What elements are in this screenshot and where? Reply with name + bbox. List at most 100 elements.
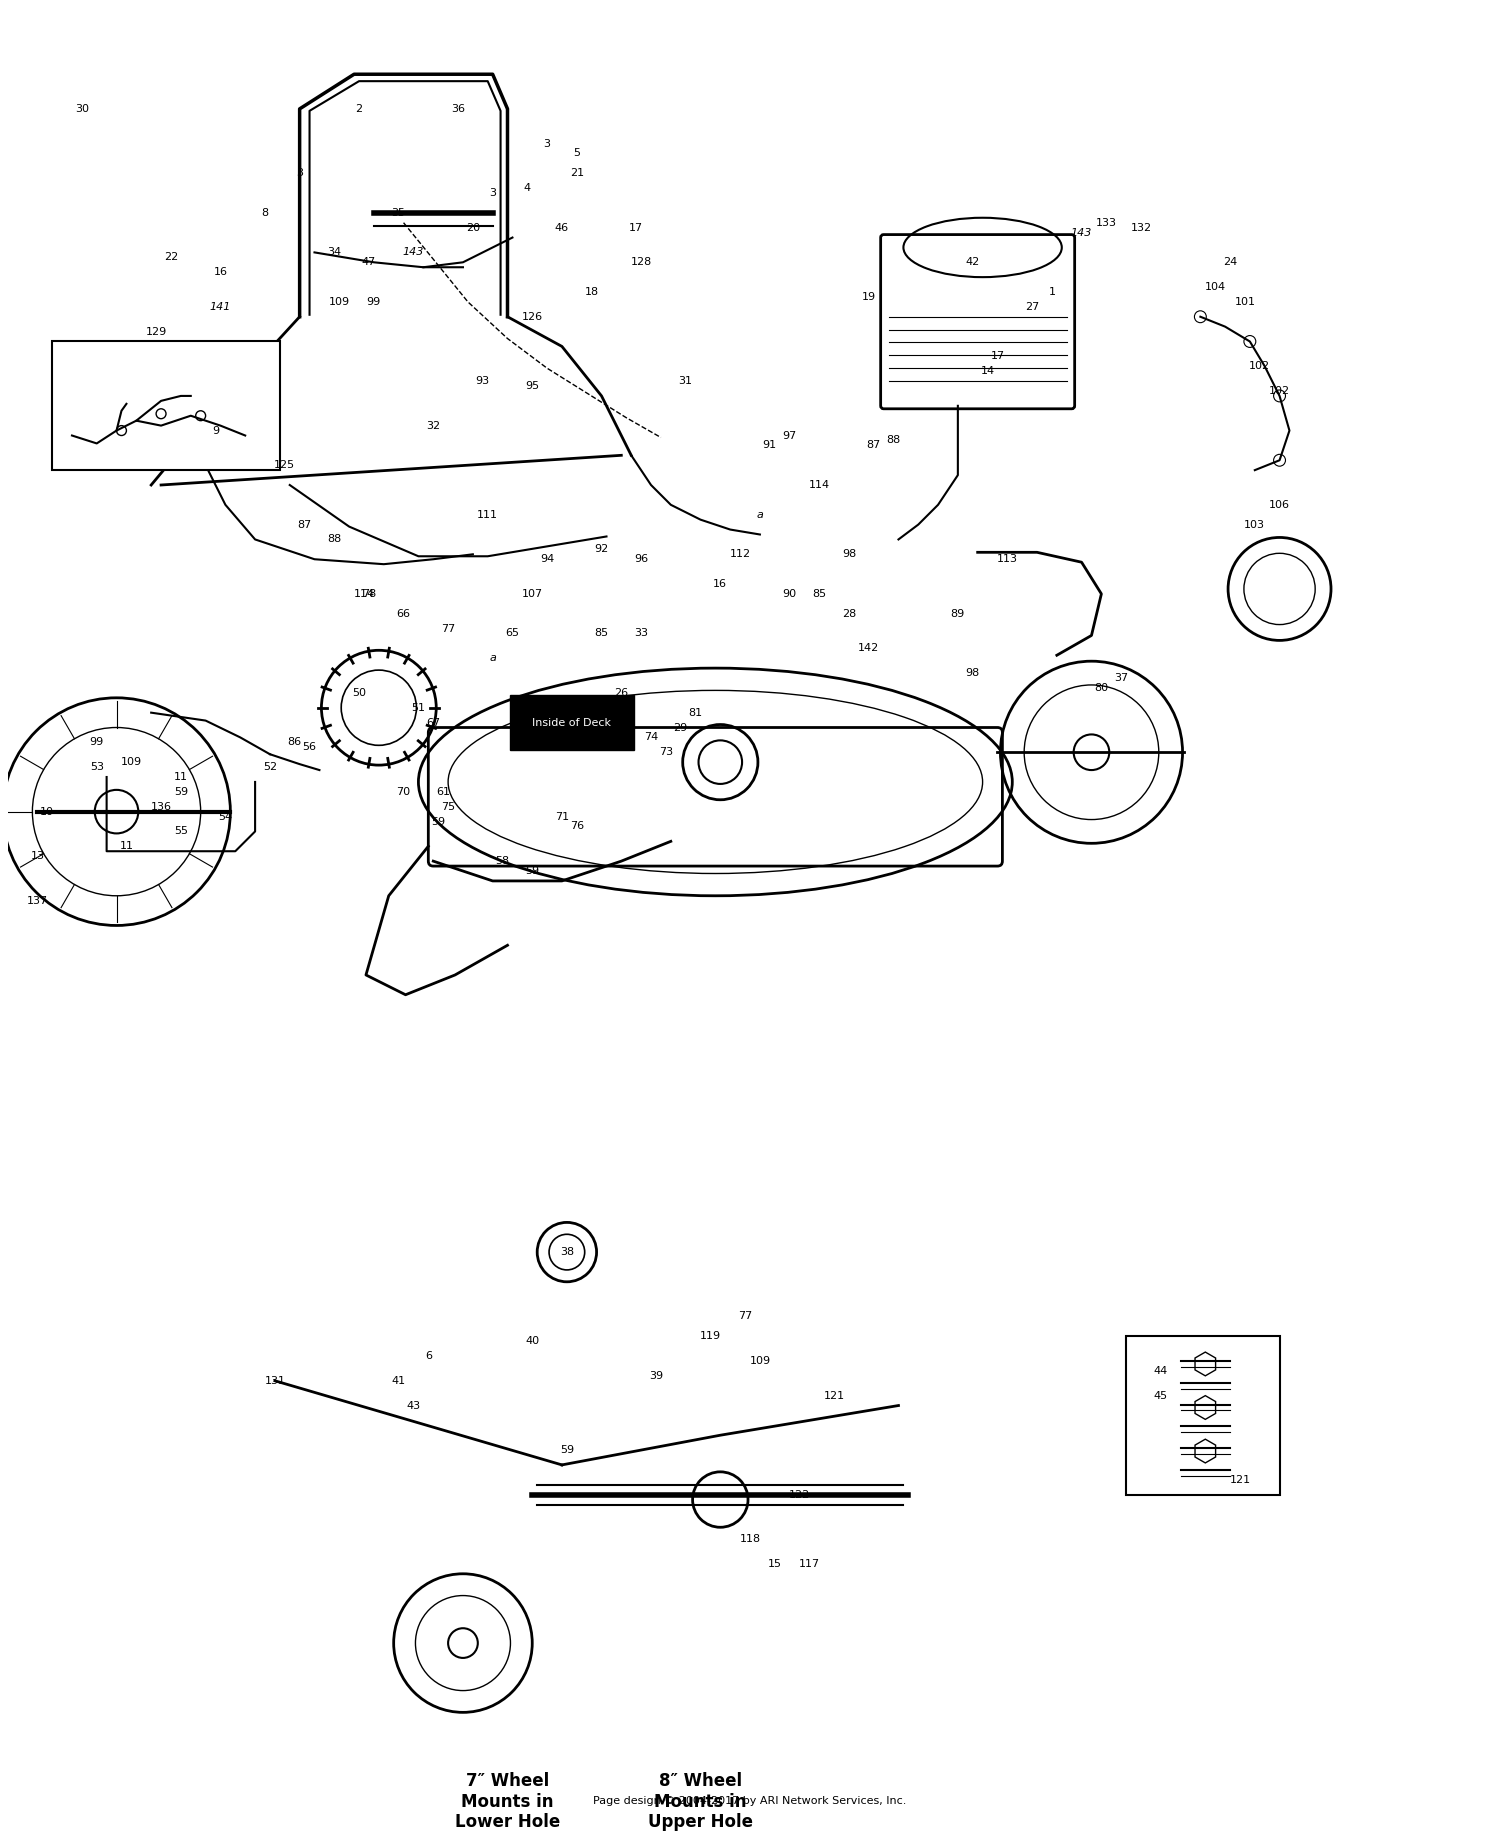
Text: 32: 32 — [426, 420, 441, 431]
Text: 97: 97 — [783, 431, 796, 440]
Text: 71: 71 — [555, 811, 568, 822]
Text: 61: 61 — [436, 787, 450, 796]
Text: 42: 42 — [966, 258, 980, 267]
Text: 103: 103 — [1245, 520, 1266, 529]
Text: Page design © 2004-2017 by ARI Network Services, Inc.: Page design © 2004-2017 by ARI Network S… — [594, 1797, 906, 1806]
Text: 11: 11 — [120, 840, 134, 851]
Bar — [1126, 1336, 1280, 1495]
Text: 17: 17 — [990, 352, 1005, 361]
Text: 47: 47 — [362, 258, 376, 267]
Text: 107: 107 — [522, 590, 543, 599]
Text: 143: 143 — [404, 247, 424, 258]
Text: 13: 13 — [30, 851, 45, 861]
Text: 117: 117 — [800, 1559, 820, 1568]
Text: 8″ Wheel
Mounts in
Upper Hole: 8″ Wheel Mounts in Upper Hole — [648, 1771, 753, 1832]
Text: 27: 27 — [1024, 302, 1039, 311]
Text: 102: 102 — [1269, 385, 1290, 396]
Text: 109: 109 — [750, 1356, 771, 1366]
Text: 128: 128 — [630, 258, 651, 267]
Text: 19: 19 — [861, 291, 876, 302]
Text: 131: 131 — [264, 1375, 285, 1386]
Text: 112: 112 — [729, 549, 750, 558]
Text: 93: 93 — [476, 376, 490, 385]
Text: 24: 24 — [1222, 258, 1238, 267]
Text: 31: 31 — [678, 376, 693, 385]
Text: 81: 81 — [688, 708, 702, 717]
Text: 40: 40 — [525, 1336, 540, 1345]
Text: 14: 14 — [981, 367, 994, 376]
Text: 58: 58 — [495, 857, 510, 866]
Text: 87: 87 — [867, 440, 880, 450]
Text: a: a — [489, 652, 496, 663]
Text: 15: 15 — [768, 1559, 782, 1568]
Text: 119: 119 — [700, 1331, 721, 1342]
Text: 33: 33 — [634, 628, 648, 638]
Text: 113: 113 — [998, 555, 1018, 564]
Text: 109: 109 — [328, 297, 350, 308]
Text: 125: 125 — [274, 461, 296, 470]
Text: 3: 3 — [543, 138, 550, 149]
Text: 66: 66 — [396, 608, 411, 619]
Text: 74: 74 — [644, 732, 658, 743]
Text: 1: 1 — [1048, 288, 1056, 297]
Text: 141: 141 — [210, 302, 231, 311]
Text: 91: 91 — [762, 440, 777, 450]
Text: 11: 11 — [174, 772, 188, 781]
Text: 80: 80 — [1095, 684, 1108, 693]
Text: 51: 51 — [411, 702, 426, 713]
Text: 106: 106 — [1269, 499, 1290, 511]
Text: 122: 122 — [789, 1489, 810, 1500]
Text: a: a — [756, 511, 764, 520]
Text: 54: 54 — [219, 811, 232, 822]
Text: 21: 21 — [570, 168, 584, 179]
Bar — [53, 341, 280, 470]
Text: 102: 102 — [1250, 361, 1270, 370]
Text: 50: 50 — [352, 687, 366, 698]
Text: 22: 22 — [164, 252, 178, 262]
Text: 99: 99 — [366, 297, 381, 308]
Text: 56: 56 — [303, 743, 316, 752]
Text: 88: 88 — [886, 435, 900, 446]
Text: 38: 38 — [560, 1248, 574, 1257]
Text: 78: 78 — [362, 590, 376, 599]
Text: 85: 85 — [812, 590, 826, 599]
Text: 98: 98 — [966, 667, 980, 678]
Text: 16: 16 — [213, 267, 228, 276]
Text: 85: 85 — [594, 628, 609, 638]
Text: 39: 39 — [650, 1371, 663, 1380]
Text: 9: 9 — [211, 426, 219, 435]
Text: 59: 59 — [560, 1445, 574, 1456]
Text: 88: 88 — [327, 534, 342, 544]
Text: 52: 52 — [262, 763, 278, 772]
Text: 35: 35 — [392, 208, 405, 217]
Text: 26: 26 — [615, 687, 628, 698]
Text: 16: 16 — [714, 579, 728, 590]
Text: 142: 142 — [858, 643, 879, 652]
Text: 87: 87 — [297, 520, 312, 529]
Text: 17: 17 — [628, 223, 644, 232]
Text: 46: 46 — [555, 223, 568, 232]
Text: 114: 114 — [354, 590, 375, 599]
Text: 59: 59 — [174, 787, 188, 796]
Text: 104: 104 — [1204, 282, 1225, 291]
Text: 67: 67 — [426, 717, 441, 728]
Text: 96: 96 — [634, 555, 648, 564]
Text: 90: 90 — [783, 590, 796, 599]
Text: 121: 121 — [824, 1391, 844, 1401]
Text: 118: 118 — [740, 1533, 760, 1544]
Text: 5: 5 — [573, 149, 580, 158]
Text: 95: 95 — [525, 382, 540, 391]
Text: 4: 4 — [524, 182, 531, 194]
Text: 143: 143 — [1071, 227, 1092, 238]
Text: 59: 59 — [525, 866, 540, 875]
Text: 29: 29 — [674, 722, 688, 732]
Text: 57: 57 — [615, 708, 628, 717]
Text: 76: 76 — [570, 822, 584, 831]
Text: 77: 77 — [441, 623, 454, 634]
Text: 41: 41 — [392, 1375, 405, 1386]
Text: 53: 53 — [90, 763, 104, 772]
Text: 98: 98 — [842, 549, 856, 558]
Text: 99: 99 — [90, 737, 104, 748]
Text: 7″ Wheel
Mounts in
Lower Hole: 7″ Wheel Mounts in Lower Hole — [454, 1771, 560, 1832]
Text: 18: 18 — [585, 288, 598, 297]
